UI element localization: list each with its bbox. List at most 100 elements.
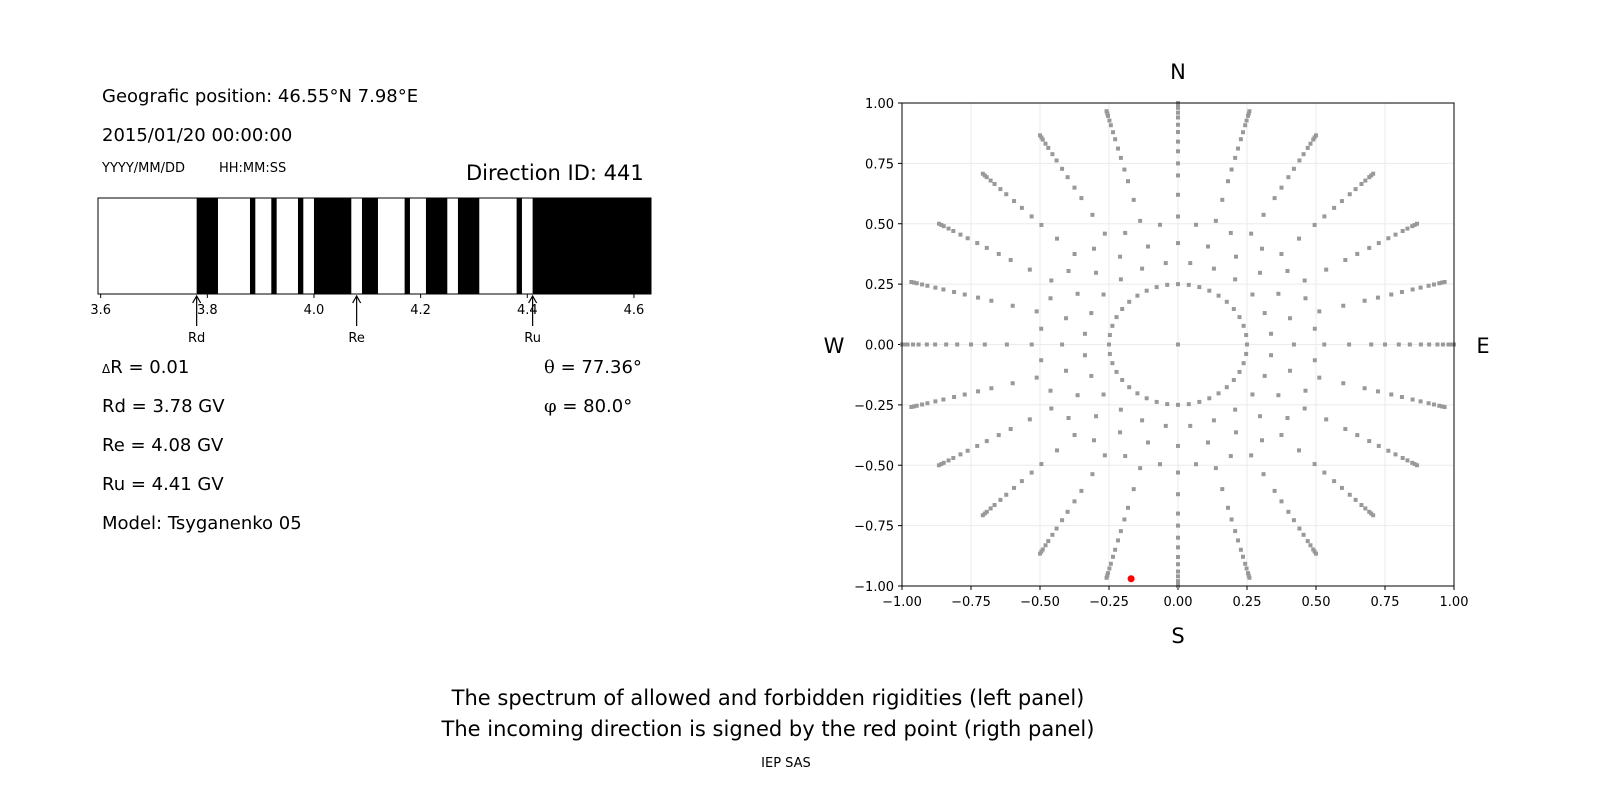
direction-point bbox=[1297, 526, 1302, 531]
direction-point bbox=[1188, 261, 1193, 266]
rd-value: Rd = 3.78 GV bbox=[102, 396, 225, 417]
direction-point bbox=[1249, 231, 1254, 236]
direction-point bbox=[1244, 118, 1249, 123]
direction-point bbox=[1176, 173, 1180, 178]
forbidden-band bbox=[516, 198, 522, 294]
direction-point bbox=[1286, 175, 1291, 180]
direction-point bbox=[1437, 281, 1442, 286]
direction-point bbox=[1176, 443, 1180, 448]
direction-point bbox=[946, 226, 951, 231]
direction-point bbox=[1220, 197, 1225, 202]
direction-point bbox=[1091, 438, 1096, 443]
direction-point bbox=[1206, 440, 1211, 445]
direction-point bbox=[1311, 137, 1316, 142]
direction-point bbox=[958, 452, 963, 457]
direction-point bbox=[1359, 181, 1364, 186]
direction-point bbox=[1261, 472, 1266, 477]
direction-point bbox=[1176, 161, 1180, 166]
direction-point bbox=[1072, 433, 1077, 438]
direction-point bbox=[1427, 342, 1432, 347]
direction-point bbox=[1415, 463, 1420, 468]
direction-point bbox=[1140, 266, 1145, 271]
direction-point bbox=[1066, 416, 1071, 421]
direction-point bbox=[1082, 353, 1087, 358]
direction-point bbox=[1308, 141, 1313, 146]
direction-point bbox=[1231, 377, 1236, 382]
theta: θ = 77.36° bbox=[544, 357, 642, 378]
direction-point bbox=[933, 285, 938, 290]
direction-point bbox=[1285, 268, 1290, 273]
direction-point bbox=[1176, 562, 1180, 567]
direction-point bbox=[912, 280, 917, 285]
direction-point bbox=[1410, 224, 1415, 229]
y-tick-label: 1.00 bbox=[865, 97, 894, 112]
direction-point bbox=[1233, 254, 1238, 259]
direction-point bbox=[988, 178, 993, 183]
direction-point bbox=[1176, 523, 1180, 528]
direction-point bbox=[1050, 152, 1055, 157]
direction-point bbox=[1276, 291, 1281, 296]
direction-point bbox=[1322, 342, 1327, 347]
direction-point bbox=[1012, 199, 1017, 204]
direction-point bbox=[1442, 279, 1447, 284]
direction-point bbox=[984, 439, 989, 444]
direction-point bbox=[1341, 381, 1346, 386]
direction-point bbox=[982, 342, 987, 347]
direction-point bbox=[1105, 113, 1110, 118]
direction-point bbox=[1049, 278, 1054, 283]
y-tick-label: −0.75 bbox=[854, 520, 894, 535]
direction-point bbox=[1131, 197, 1136, 202]
direction-point bbox=[1072, 499, 1077, 504]
direction-point bbox=[1105, 111, 1110, 116]
direction-point bbox=[1317, 309, 1322, 314]
direction-point bbox=[1418, 285, 1423, 290]
direction-point bbox=[1236, 146, 1241, 151]
direction-point bbox=[962, 392, 967, 397]
direction-point bbox=[1004, 342, 1009, 347]
direction-point bbox=[1412, 462, 1417, 467]
direction-point bbox=[1176, 545, 1180, 550]
direction-point bbox=[965, 236, 970, 241]
direction-point bbox=[1010, 303, 1015, 308]
direction-point bbox=[1439, 404, 1444, 409]
direction-point bbox=[1312, 358, 1317, 363]
direction-point bbox=[1332, 205, 1337, 210]
direction-point bbox=[1127, 299, 1132, 304]
direction-point bbox=[1060, 518, 1065, 523]
direction-point bbox=[936, 221, 941, 226]
direction-point bbox=[1291, 342, 1296, 347]
direction-point bbox=[1163, 423, 1168, 428]
direction-point bbox=[1418, 399, 1423, 404]
direction-point bbox=[1019, 205, 1024, 210]
direction-point bbox=[1301, 532, 1306, 537]
direction-point bbox=[1241, 361, 1246, 366]
direction-point bbox=[1324, 267, 1329, 272]
direction-point bbox=[916, 342, 921, 347]
direction-point bbox=[1418, 342, 1423, 347]
direction-point bbox=[1312, 326, 1317, 331]
x-tick-label: 0.25 bbox=[1233, 595, 1262, 610]
direction-point bbox=[1426, 283, 1431, 288]
direction-point bbox=[941, 224, 946, 229]
direction-point bbox=[1386, 448, 1391, 453]
direction-point bbox=[996, 433, 1001, 438]
direction-point bbox=[1233, 407, 1238, 412]
direction-point bbox=[1120, 377, 1125, 382]
compass-north: N bbox=[1170, 60, 1186, 84]
direction-point bbox=[1415, 221, 1420, 226]
direction-point bbox=[1216, 293, 1221, 298]
y-tick-label: 0.00 bbox=[865, 339, 894, 354]
ru-value: Ru = 4.41 GV bbox=[102, 474, 224, 495]
direction-point bbox=[1308, 543, 1313, 548]
direction-point bbox=[1054, 526, 1059, 531]
direction-point bbox=[1297, 448, 1302, 453]
direction-point bbox=[1157, 462, 1162, 467]
direction-point bbox=[1064, 316, 1069, 321]
arrow-head-icon bbox=[352, 294, 362, 304]
direction-point bbox=[988, 506, 993, 511]
marker-label-ru: Ru bbox=[524, 331, 541, 346]
direction-point bbox=[1046, 145, 1051, 150]
direction-point bbox=[1269, 331, 1274, 336]
x-tick-label: 3.8 bbox=[197, 303, 218, 318]
direction-point bbox=[1122, 167, 1127, 172]
